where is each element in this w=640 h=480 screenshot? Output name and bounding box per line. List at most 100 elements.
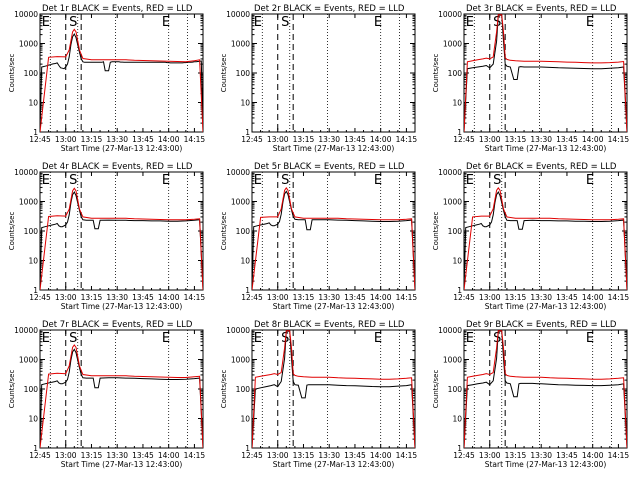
marker-letter: E <box>374 331 382 346</box>
x-tick-label: 13:30 <box>106 135 128 144</box>
x-tick-label: 12:45 <box>29 293 51 302</box>
x-tick-label: 13:15 <box>505 451 527 460</box>
y-tick-label: 1000 <box>231 198 250 207</box>
y-tick-label: 10000 <box>226 326 250 335</box>
y-tick-label: 10000 <box>438 10 462 19</box>
y-axis-label: Counts/sec <box>8 54 16 93</box>
panel-3: Det 3r BLACK = Events, RED = LLD 1 10 100 10… <box>432 4 629 153</box>
y-axis-label: Counts/sec <box>432 54 440 93</box>
series-events-line <box>464 190 627 290</box>
y-tick-label: 1000 <box>231 356 250 365</box>
x-tick-label: 14:15 <box>184 135 206 144</box>
panel-title: Det 9r BLACK = Events, RED = LLD <box>466 320 617 330</box>
panel-title: Det 5r BLACK = Events, RED = LLD <box>254 162 405 172</box>
x-tick-label: 13:15 <box>293 451 315 460</box>
x-tick-label: 13:30 <box>530 451 552 460</box>
marker-letter: S <box>69 15 77 30</box>
y-tick-label: 1 <box>457 286 462 295</box>
x-tick-label: 12:45 <box>241 451 263 460</box>
y-tick-label: 10000 <box>226 10 250 19</box>
x-tick-label: 14:00 <box>370 451 392 460</box>
plot-frame <box>39 329 204 449</box>
y-tick-label: 10000 <box>438 326 462 335</box>
x-tick-label: 13:45 <box>132 451 154 460</box>
panel-1: Det 1r BLACK = Events, RED = LLD 1 10 100 10… <box>8 4 205 153</box>
series-events-line <box>252 190 415 290</box>
y-tick-label: 1 <box>245 444 250 453</box>
y-tick-label: 100 <box>236 385 251 394</box>
x-tick-label: 14:15 <box>396 451 418 460</box>
x-axis-label: Start Time (27-Mar-13 12:43:00) <box>61 460 183 469</box>
y-tick-label: 10000 <box>14 326 38 335</box>
plot-frame <box>39 13 204 133</box>
panel-7: Det 7r BLACK = Events, RED = LLD 1 10 100 10… <box>8 320 205 469</box>
x-tick-label: 12:45 <box>241 293 263 302</box>
x-axis-label: Start Time (27-Mar-13 12:43:00) <box>61 302 183 311</box>
marker-letter: S <box>281 173 289 188</box>
x-tick-label: 13:45 <box>556 293 578 302</box>
y-tick-label: 1000 <box>231 40 250 49</box>
marker-letter: E <box>374 15 382 30</box>
x-axis-label: Start Time (27-Mar-13 12:43:00) <box>485 144 607 153</box>
panel-8: Det 8r BLACK = Events, RED = LLD 1 10 100 10… <box>220 320 417 469</box>
x-tick-label: 13:00 <box>267 293 289 302</box>
x-tick-label: 14:15 <box>608 293 630 302</box>
x-axis-label: Start Time (27-Mar-13 12:43:00) <box>61 144 183 153</box>
series-lld-line <box>464 14 627 132</box>
x-tick-label: 14:15 <box>396 293 418 302</box>
x-tick-label: 14:15 <box>608 135 630 144</box>
y-tick-label: 10000 <box>14 168 38 177</box>
y-tick-label: 100 <box>24 227 39 236</box>
panel-4: Det 4r BLACK = Events, RED = LLD 1 10 100 10… <box>8 162 205 311</box>
x-tick-label: 13:00 <box>479 135 501 144</box>
x-tick-label: 14:00 <box>158 451 180 460</box>
series-events-line <box>464 330 627 448</box>
marker-letter: S <box>69 331 77 346</box>
y-axis-label: Counts/sec <box>432 370 440 409</box>
y-tick-label: 100 <box>236 69 251 78</box>
x-tick-label: 13:00 <box>267 451 289 460</box>
x-tick-label: 13:15 <box>505 293 527 302</box>
x-tick-label: 13:45 <box>556 451 578 460</box>
y-tick-label: 10 <box>240 415 250 424</box>
plot-frame <box>251 171 416 291</box>
y-tick-label: 10000 <box>226 168 250 177</box>
x-tick-label: 13:45 <box>132 293 154 302</box>
panel-title: Det 2r BLACK = Events, RED = LLD <box>254 4 405 14</box>
marker-letter: E <box>162 15 170 30</box>
y-axis-label: Counts/sec <box>8 212 16 251</box>
y-tick-label: 100 <box>24 69 39 78</box>
y-tick-label: 100 <box>448 227 463 236</box>
x-tick-label: 13:15 <box>293 135 315 144</box>
x-tick-label: 13:00 <box>55 293 77 302</box>
marker-letter: S <box>493 173 501 188</box>
y-axis-label: Counts/sec <box>220 212 228 251</box>
y-tick-label: 10 <box>28 257 38 266</box>
x-axis-label: Start Time (27-Mar-13 12:43:00) <box>273 460 395 469</box>
y-tick-label: 10 <box>452 415 462 424</box>
y-axis-label: Counts/sec <box>220 54 228 93</box>
marker-letter: E <box>586 15 594 30</box>
x-tick-label: 13:45 <box>132 135 154 144</box>
y-tick-label: 1 <box>33 128 38 137</box>
x-tick-label: 13:45 <box>556 135 578 144</box>
marker-letter: E <box>42 173 50 188</box>
x-tick-label: 13:00 <box>55 451 77 460</box>
y-axis-label: Counts/sec <box>220 370 228 409</box>
marker-letter: S <box>281 15 289 30</box>
y-tick-label: 1 <box>457 128 462 137</box>
x-tick-label: 13:30 <box>106 451 128 460</box>
x-tick-label: 14:00 <box>158 293 180 302</box>
y-tick-label: 1000 <box>443 198 462 207</box>
x-tick-label: 14:15 <box>608 451 630 460</box>
x-tick-label: 13:15 <box>293 293 315 302</box>
x-tick-label: 12:45 <box>453 293 475 302</box>
plot-frame <box>463 13 628 133</box>
x-tick-label: 14:00 <box>370 293 392 302</box>
x-axis-label: Start Time (27-Mar-13 12:43:00) <box>273 144 395 153</box>
series-lld-line <box>464 187 627 290</box>
series-lld-line <box>464 330 627 448</box>
plot-frame <box>463 171 628 291</box>
marker-letter: E <box>254 173 262 188</box>
